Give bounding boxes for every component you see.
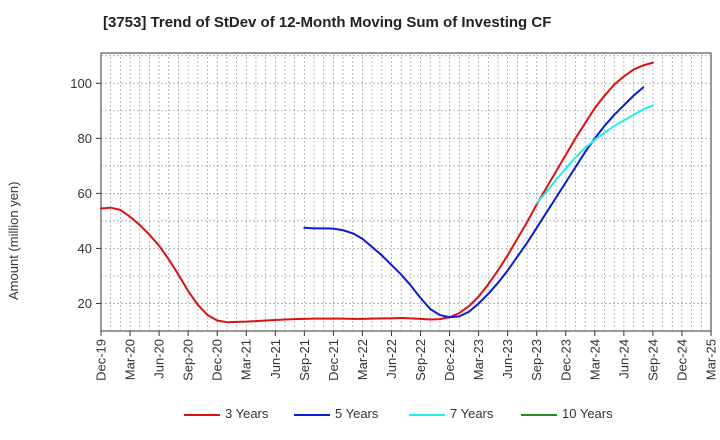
series-line-5-years [303,86,645,319]
x-tick-label: Sep-20 [181,339,196,381]
x-tick-label: Dec-20 [210,339,225,381]
x-tick-label: Dec-24 [674,339,689,381]
x-tick-label: Mar-22 [355,339,370,380]
x-tick-label: Sep-24 [645,339,660,381]
x-tick-label: Jun-23 [500,339,515,379]
x-tick-label: Dec-21 [326,339,341,381]
legend-label: 7 Years [450,406,494,421]
y-tick-label: 40 [78,241,92,256]
legend-label: 5 Years [335,406,379,421]
y-tick-label: 100 [70,76,92,91]
x-tick-label: Sep-21 [297,339,312,381]
x-tick-label: Mar-24 [587,339,602,380]
x-tick-label: Dec-19 [94,339,109,381]
legend-swatch [184,414,220,416]
x-tick-label: Mar-23 [471,339,486,380]
y-tick-label: 60 [78,186,92,201]
legend-label: 3 Years [225,406,269,421]
series-line-7-years [535,104,654,205]
legend-swatch [409,414,445,416]
grid [101,53,711,331]
y-axis-label: Amount (million yen) [6,181,21,301]
x-tick-label: Dec-22 [442,339,457,381]
x-tick-label: Jun-22 [384,339,399,379]
chart-title: [3753] Trend of StDev of 12-Month Moving… [103,14,552,31]
x-tick-label: Sep-22 [413,339,428,381]
legend-label: 10 Years [562,406,613,421]
legend: 3 Years 5 Years 7 Years 10 Years [0,400,720,430]
x-tick-label: Mar-20 [123,339,138,380]
legend-swatch [521,414,557,416]
x-tick-label: Jun-20 [152,339,167,379]
series-lines [100,61,654,324]
y-tick-label: 20 [78,296,92,311]
x-tick-label: Mar-21 [239,339,254,380]
x-tick-label: Jun-24 [616,339,631,379]
x-tick-label: Jun-21 [268,339,283,379]
y-axis: 20 40 60 80 100 [70,76,101,311]
plot-area [100,52,712,332]
x-tick-label: Mar-25 [704,339,719,380]
legend-swatch [294,414,330,416]
x-tick-label: Dec-23 [558,339,573,381]
series-line-3-years [100,61,654,324]
x-axis: Dec-19 Mar-20 Jun-20 Sep-20 Dec-20 Mar-21 Jun-… [94,331,719,381]
y-tick-label: 80 [78,131,92,146]
x-tick-label: Sep-23 [529,339,544,381]
